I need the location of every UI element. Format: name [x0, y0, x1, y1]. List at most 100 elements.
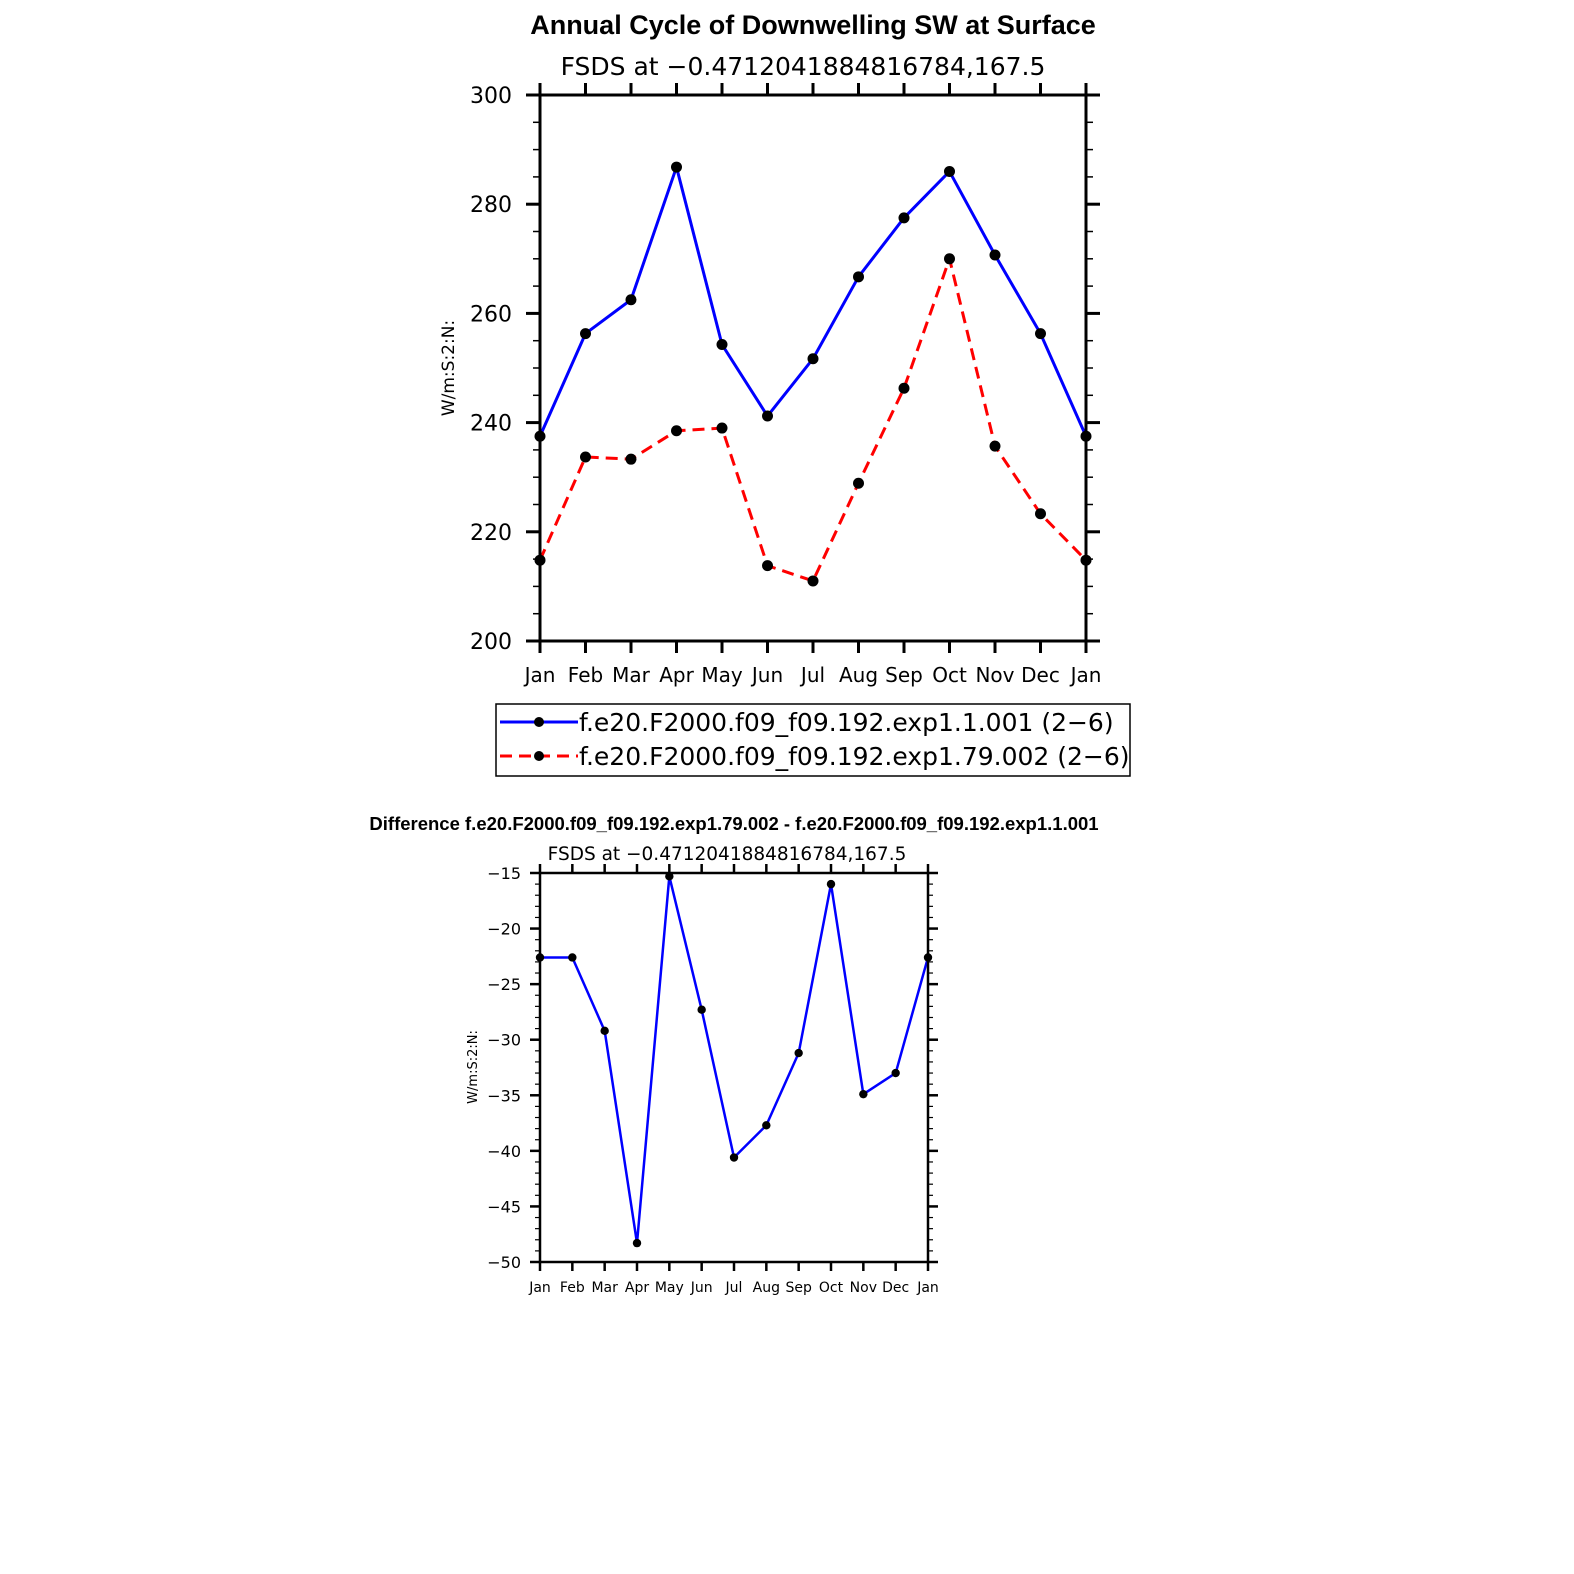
- y-tick-labels: −15 −20 −25 −30 −35 −40 −45 −50: [487, 864, 521, 1272]
- series-2-point: [807, 575, 819, 587]
- difference-point: [794, 1048, 803, 1058]
- y-tick-label: 300: [470, 84, 512, 109]
- series-2-point: [671, 425, 682, 437]
- y-tick-label: 220: [470, 521, 512, 546]
- series-2-point: [853, 477, 864, 489]
- x-tick-label: Nov: [975, 663, 1014, 687]
- x-tick-label: Jan: [916, 1280, 939, 1296]
- x-tick-label: Jan: [528, 1280, 551, 1296]
- y-tick-label: −40: [487, 1142, 521, 1161]
- chart-subtitle: FSDS at −0.4712041884816784,167.5: [548, 844, 907, 865]
- series-2-point: [898, 382, 910, 394]
- series-2-point: [580, 451, 591, 463]
- x-tick-labels: Jan Feb Mar Apr May Jun Jul Aug Sep Oct Nov Dec Jan: [523, 663, 1102, 687]
- difference-point: [600, 1026, 609, 1036]
- series-1-point: [898, 212, 910, 224]
- legend-marker-series-2: [534, 751, 544, 761]
- series-2-point: [716, 422, 728, 434]
- series-1-point: [989, 249, 1001, 261]
- series-1-point: [671, 161, 682, 173]
- difference-line: [540, 875, 930, 1245]
- x-tick-label: Dec: [882, 1280, 909, 1296]
- tick-marks: [526, 83, 1100, 653]
- y-tick-label: 280: [470, 193, 512, 218]
- difference-point: [859, 1089, 868, 1099]
- x-tick-label: Sep: [885, 663, 923, 687]
- x-tick-label: May: [655, 1280, 684, 1296]
- series-1-line: [538, 165, 1088, 437]
- legend: f.e20.F2000.f09_f09.192.exp1.1.001 (2−6)…: [495, 703, 1131, 777]
- annual-cycle-chart: Annual Cycle of Downwelling SW at Surfac…: [439, 10, 1131, 777]
- x-tick-label: Feb: [560, 1280, 585, 1296]
- x-tick-label: Jan: [1069, 663, 1102, 687]
- series-layer: [534, 161, 1092, 587]
- series-layer: [535, 872, 933, 1248]
- series-1-point: [716, 339, 728, 351]
- chart-title: Annual Cycle of Downwelling SW at Surfac…: [530, 10, 1096, 40]
- series-2-point: [944, 253, 955, 265]
- x-tick-label: Jul: [799, 663, 825, 687]
- y-tick-label: −25: [487, 975, 521, 994]
- x-tick-label: Dec: [1021, 663, 1060, 687]
- y-tick-label: −30: [487, 1031, 521, 1050]
- series-2-point: [989, 440, 1001, 452]
- series-1-point: [625, 294, 637, 306]
- x-tick-label: May: [701, 663, 743, 687]
- x-tick-label: Apr: [659, 663, 694, 687]
- legend-marker-series-1: [534, 717, 544, 727]
- x-tick-label: Jun: [750, 663, 783, 687]
- y-tick-labels: 200 220 240 260 280 300: [470, 84, 512, 655]
- chart-title: Difference f.e20.F2000.f09_f09.192.exp1.…: [369, 813, 1098, 834]
- x-tick-label: Oct: [819, 1280, 844, 1296]
- x-tick-label: Feb: [568, 663, 603, 687]
- series-1-point: [853, 271, 864, 283]
- series-1-point: [762, 410, 773, 422]
- chart-subtitle: FSDS at −0.4712041884816784,167.5: [561, 52, 1046, 81]
- legend-entry-series-2: f.e20.F2000.f09_f09.192.exp1.79.002 (2−6…: [500, 742, 1130, 771]
- series-1-point: [580, 328, 591, 340]
- difference-chart: Difference f.e20.F2000.f09_f09.192.exp1.…: [369, 813, 1098, 1296]
- x-tick-label: Jul: [725, 1280, 743, 1296]
- x-tick-label: Mar: [612, 663, 651, 687]
- y-tick-label: 240: [470, 412, 512, 437]
- y-tick-label: −20: [487, 920, 521, 939]
- y-tick-label: −50: [487, 1253, 521, 1272]
- x-tick-label: Jun: [690, 1280, 713, 1296]
- x-tick-label: Sep: [785, 1280, 812, 1296]
- difference-point: [891, 1068, 900, 1078]
- plot-frame: [538, 871, 930, 1264]
- x-tick-label: Mar: [591, 1280, 618, 1296]
- x-tick-label: Aug: [753, 1280, 780, 1296]
- series-1-point: [807, 353, 819, 365]
- x-tick-label: Aug: [839, 663, 878, 687]
- legend-entry-series-1: f.e20.F2000.f09_f09.192.exp1.1.001 (2−6): [500, 708, 1114, 737]
- y-tick-label: −15: [487, 864, 521, 883]
- plot-frame: [538, 93, 1088, 643]
- difference-point: [729, 1153, 739, 1162]
- series-1-point: [1035, 328, 1046, 340]
- legend-box: [495, 703, 1131, 777]
- y-tick-label: 260: [470, 302, 512, 327]
- difference-point: [632, 1238, 642, 1248]
- legend-label-series-2: f.e20.F2000.f09_f09.192.exp1.79.002 (2−6…: [579, 742, 1130, 771]
- legend-label-series-1: f.e20.F2000.f09_f09.192.exp1.1.001 (2−6): [579, 708, 1114, 737]
- x-tick-label: Apr: [625, 1280, 649, 1296]
- difference-point: [697, 1005, 706, 1014]
- x-tick-labels: Jan Feb Mar Apr May Jun Jul Aug Sep Oct Nov Dec Jan: [528, 1280, 939, 1296]
- difference-point: [568, 953, 577, 962]
- x-tick-label: Nov: [850, 1280, 877, 1296]
- difference-point: [826, 879, 836, 889]
- y-tick-label: −45: [487, 1197, 521, 1216]
- x-tick-label: Oct: [932, 663, 967, 687]
- x-tick-label: Jan: [523, 663, 556, 687]
- y-tick-label: 200: [470, 630, 512, 655]
- difference-point: [762, 1121, 771, 1130]
- series-2-point: [762, 560, 773, 572]
- series-2-point: [1035, 508, 1046, 520]
- series-1-point: [944, 165, 955, 177]
- tick-marks: [530, 864, 938, 1271]
- y-axis-label: W/m:S:2:N:: [466, 1030, 481, 1104]
- series-2-point: [625, 453, 637, 465]
- y-tick-label: −35: [487, 1086, 521, 1105]
